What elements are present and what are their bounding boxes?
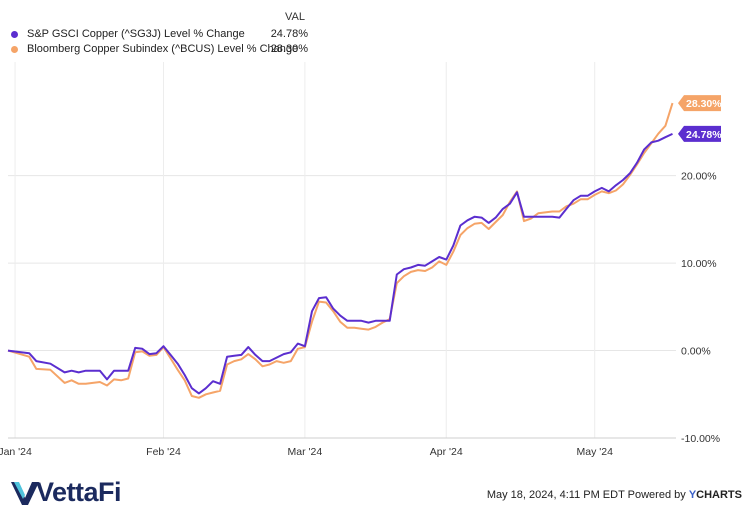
legend-series-value: 28.30% — [270, 43, 308, 55]
series-color-dot — [11, 46, 18, 53]
legend-item-sg3j[interactable]: S&P GSCI Copper (^SG3J) Level % Change 2… — [8, 27, 308, 43]
footer-timestamp: May 18, 2024, 4:11 PM EDT Powered by — [486, 489, 686, 501]
ycharts-logo-y: Y — [688, 489, 697, 501]
vettafi-v-mark-icon — [11, 482, 39, 505]
series-line — [7, 132, 673, 395]
x-tick-label: May '24 — [576, 446, 613, 458]
y-tick-label: 10.00% — [681, 258, 717, 270]
ycharts-logo-text: CHARTS — [696, 489, 742, 501]
legend-value-header: VAL — [285, 11, 305, 23]
x-tick-label: Jan '24 — [0, 446, 32, 458]
chart-footer: May 18, 2024, 4:11 PM EDT Powered by YCH… — [487, 489, 742, 501]
vettafi-wordmark: VettaFi — [36, 477, 122, 507]
y-tick-label: 0.00% — [681, 346, 711, 358]
legend-item-bcus[interactable]: Bloomberg Copper Subindex (^BCUS) Level … — [8, 42, 308, 58]
ycharts-logo[interactable]: YCHARTS — [689, 489, 742, 501]
end-value-label-bg — [678, 95, 721, 112]
chart-legend: VAL S&P GSCI Copper (^SG3J) Level % Chan… — [0, 0, 750, 60]
legend-series-name: Bloomberg Copper Subindex (^BCUS) Level … — [27, 43, 299, 55]
legend-series-value: 24.78% — [270, 28, 308, 40]
y-tick-label: 20.00% — [681, 171, 717, 183]
series-color-dot — [11, 31, 18, 38]
series-line — [7, 102, 674, 399]
end-value-label-bg — [678, 125, 721, 142]
x-tick-label: Mar '24 — [288, 446, 323, 458]
end-value-label: 24.78% — [686, 129, 722, 141]
x-tick-label: Feb '24 — [146, 446, 181, 458]
x-tick-label: Apr '24 — [430, 446, 463, 458]
y-tick-label: -10.00% — [681, 433, 720, 445]
end-value-label: 28.30% — [686, 98, 722, 110]
line-chart[interactable]: 20.00% 10.00% 0.00% -10.00% Jan '24 Feb '24 Ma… — [0, 0, 750, 470]
legend-series-name: S&P GSCI Copper (^SG3J) Level % Change — [27, 28, 245, 40]
vettafi-logo: VettaFi — [10, 474, 180, 508]
